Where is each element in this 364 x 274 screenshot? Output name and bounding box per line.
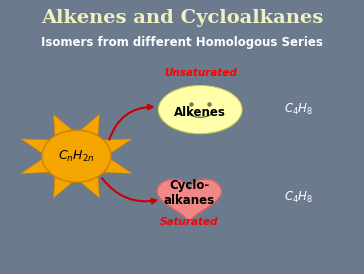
Polygon shape: [80, 115, 99, 136]
Text: Saturated: Saturated: [160, 217, 218, 227]
Text: $C_nH_{2n}$: $C_nH_{2n}$: [58, 149, 95, 164]
Ellipse shape: [158, 85, 242, 134]
Polygon shape: [80, 176, 99, 198]
Text: Alkenes and Cycloalkanes: Alkenes and Cycloalkanes: [41, 9, 323, 27]
Polygon shape: [54, 176, 72, 198]
Polygon shape: [21, 139, 50, 153]
Text: Isomers from different Homologous Series: Isomers from different Homologous Series: [41, 36, 323, 49]
FancyArrowPatch shape: [109, 105, 153, 140]
Polygon shape: [103, 139, 132, 153]
Text: $C_4H_8$: $C_4H_8$: [284, 102, 313, 117]
Polygon shape: [21, 159, 50, 173]
Text: $C_4H_8$: $C_4H_8$: [284, 190, 313, 205]
Polygon shape: [54, 115, 72, 136]
Text: Unsaturated: Unsaturated: [164, 68, 237, 78]
Text: Cyclo-
alkanes: Cyclo- alkanes: [164, 179, 215, 207]
Polygon shape: [103, 159, 132, 173]
Circle shape: [42, 130, 111, 182]
Text: Alkenes: Alkenes: [174, 106, 226, 119]
FancyArrowPatch shape: [102, 178, 156, 203]
Polygon shape: [157, 179, 221, 223]
